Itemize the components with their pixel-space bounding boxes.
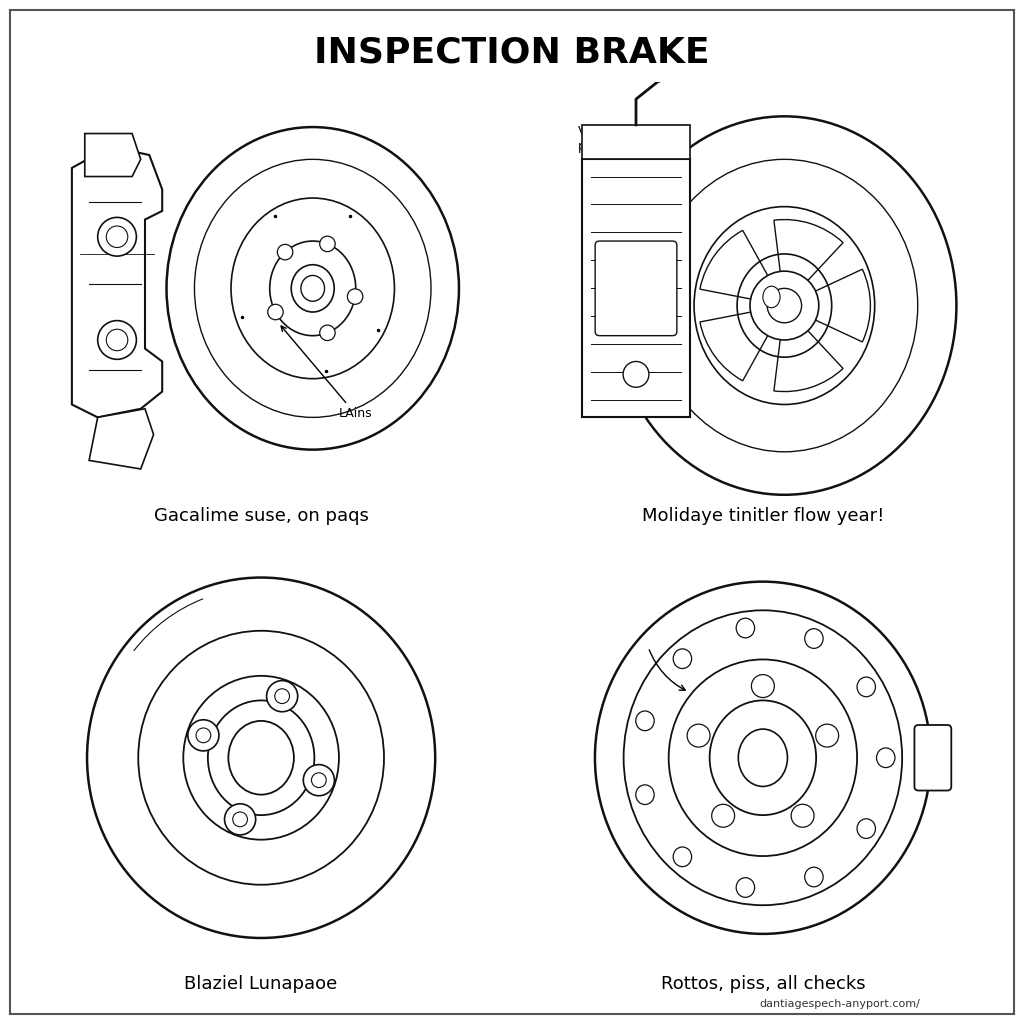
Circle shape bbox=[278, 245, 293, 260]
Text: Gacalime suse, on paqs: Gacalime suse, on paqs bbox=[154, 507, 369, 525]
Circle shape bbox=[97, 321, 136, 359]
Polygon shape bbox=[85, 133, 140, 176]
Ellipse shape bbox=[738, 729, 787, 786]
Circle shape bbox=[767, 289, 802, 323]
Ellipse shape bbox=[291, 265, 334, 312]
Ellipse shape bbox=[673, 847, 691, 866]
Circle shape bbox=[97, 217, 136, 256]
Ellipse shape bbox=[857, 677, 876, 696]
Circle shape bbox=[816, 724, 839, 748]
Text: INSPECTION BRAKE: INSPECTION BRAKE bbox=[314, 36, 710, 70]
Circle shape bbox=[106, 330, 128, 350]
Text: LAins: LAins bbox=[282, 326, 372, 421]
Ellipse shape bbox=[763, 287, 780, 307]
Circle shape bbox=[311, 773, 327, 787]
Ellipse shape bbox=[673, 649, 691, 669]
Text: Molidaye tinitler flow year!: Molidaye tinitler flow year! bbox=[642, 507, 884, 525]
Circle shape bbox=[319, 325, 335, 341]
Ellipse shape bbox=[805, 867, 823, 887]
Circle shape bbox=[196, 728, 211, 742]
Text: Blaziel Lunapaoe: Blaziel Lunapaoe bbox=[184, 975, 338, 993]
Circle shape bbox=[750, 271, 819, 340]
Circle shape bbox=[267, 304, 284, 319]
FancyBboxPatch shape bbox=[595, 241, 677, 336]
Ellipse shape bbox=[736, 618, 755, 638]
Polygon shape bbox=[583, 125, 690, 160]
Ellipse shape bbox=[636, 711, 654, 731]
Circle shape bbox=[187, 720, 219, 751]
Circle shape bbox=[274, 689, 290, 703]
Circle shape bbox=[106, 226, 128, 248]
Ellipse shape bbox=[636, 784, 654, 805]
Circle shape bbox=[347, 289, 362, 304]
Text: dantiagespech-anyport.com/: dantiagespech-anyport.com/ bbox=[759, 998, 921, 1009]
Circle shape bbox=[752, 675, 774, 697]
Ellipse shape bbox=[857, 819, 876, 839]
Ellipse shape bbox=[805, 629, 823, 648]
Circle shape bbox=[319, 237, 335, 252]
Ellipse shape bbox=[228, 721, 294, 795]
Circle shape bbox=[224, 804, 256, 835]
Circle shape bbox=[687, 724, 710, 748]
Polygon shape bbox=[72, 146, 162, 418]
Circle shape bbox=[712, 804, 734, 827]
Text: Visit
pags: Visit pags bbox=[578, 125, 634, 153]
Ellipse shape bbox=[877, 748, 895, 768]
Circle shape bbox=[792, 804, 814, 827]
Circle shape bbox=[266, 681, 298, 712]
Text: Rottos, piss, all checks: Rottos, piss, all checks bbox=[660, 975, 865, 993]
Polygon shape bbox=[89, 409, 154, 469]
FancyBboxPatch shape bbox=[583, 160, 690, 418]
Circle shape bbox=[303, 765, 335, 796]
Ellipse shape bbox=[301, 275, 325, 301]
Circle shape bbox=[623, 361, 649, 387]
Ellipse shape bbox=[736, 878, 755, 897]
Circle shape bbox=[232, 812, 248, 826]
FancyBboxPatch shape bbox=[914, 725, 951, 791]
